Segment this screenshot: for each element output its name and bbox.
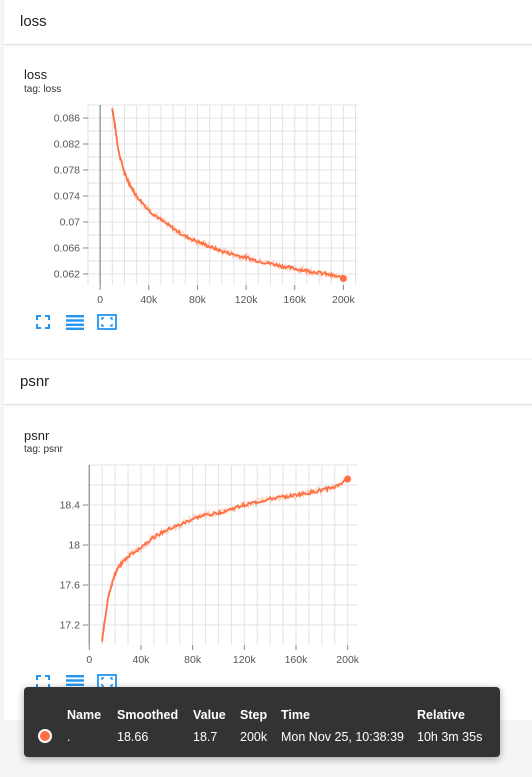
card-title: loss [24,67,48,82]
psnr-section: psnr psnr tag: psnr 18.4 18 17.6 17.2 0 40k 80… [4,360,532,720]
header-name: Name [67,708,102,722]
card-tag: tag: psnr [24,444,63,455]
psnr-chart[interactable]: 18.4 18 17.6 17.2 0 40k 80k 120k 160k 200k [24,460,364,680]
section-header-label: loss [20,13,47,30]
smoothed-series-line [111,108,345,282]
card-tag: tag: loss [24,84,62,95]
row-time: Mon Nov 25, 10:38:39 [281,730,404,744]
x-tick-label: 120k [233,654,257,666]
fullscreen-icon[interactable] [32,672,54,692]
loss-chart-toolbar [32,312,118,332]
header-step: Step [240,708,268,722]
plot-area: 18.4 18 17.6 17.2 0 40k 80k 120k 160k 200k [60,464,360,666]
row-step: 200k [240,730,268,744]
y-tick-label: 0.066 [54,242,80,254]
series-color-dot [38,729,52,743]
row-value: 18.7 [193,730,218,744]
smoothed-series-line [101,478,349,642]
x-tick-label: 80k [184,654,202,666]
x-tick-label: 0 [86,654,92,666]
x-tick-label: 40k [140,294,158,306]
plot-area: 0.086 0.082 0.078 0.074 0.07 0.066 0.062 0 40k 80… [54,104,358,306]
x-tick-label: 80k [189,294,207,306]
raw-series-line [111,107,343,282]
y-tick-label: 0.074 [54,190,80,202]
x-tick-label: 200k [336,654,360,666]
psnr-section-header[interactable]: psnr [4,360,532,405]
header-value: Value [193,708,226,722]
y-tick-label: 0.078 [54,164,80,176]
card-title: psnr [24,428,50,443]
x-tick-label: 200k [332,294,356,306]
header-relative: Relative [417,708,465,722]
hover-tooltip: Name Smoothed Value Step Time Relative .… [24,687,500,757]
section-header-label: psnr [20,373,50,390]
y-tick-label: 0.062 [54,268,80,280]
y-tick-label: 0.082 [54,138,80,150]
fit-domain-icon[interactable] [96,312,118,332]
loss-chart[interactable]: 0.086 0.082 0.078 0.074 0.07 0.066 0.062 0 40k 80… [24,100,364,320]
last-point-marker[interactable] [344,475,352,483]
y-tick-label: 18 [68,540,80,552]
row-name: . [67,730,71,744]
last-point-marker[interactable] [339,275,347,283]
x-tick-label: 120k [235,294,259,306]
y-tick-label: 18.4 [60,500,81,512]
x-tick-label: 160k [285,654,309,666]
header-time: Time [281,708,310,722]
y-tick-label: 0.07 [60,216,81,228]
header-smoothed: Smoothed [117,708,179,722]
row-smoothed: 18.66 [117,730,149,744]
x-tick-label: 40k [132,654,150,666]
loss-section: loss loss tag: loss 0.086 0.082 0.078 0.074… [4,0,532,358]
y-tick-label: 0.086 [54,112,80,124]
loss-section-header[interactable]: loss [4,0,532,45]
x-tick-label: 0 [97,294,103,306]
data-table-icon[interactable] [64,312,86,332]
y-tick-label: 17.6 [60,580,81,592]
x-tick-label: 160k [283,294,307,306]
fullscreen-icon[interactable] [32,312,54,332]
row-relative: 10h 3m 35s [417,730,483,744]
y-tick-label: 17.2 [60,620,81,632]
